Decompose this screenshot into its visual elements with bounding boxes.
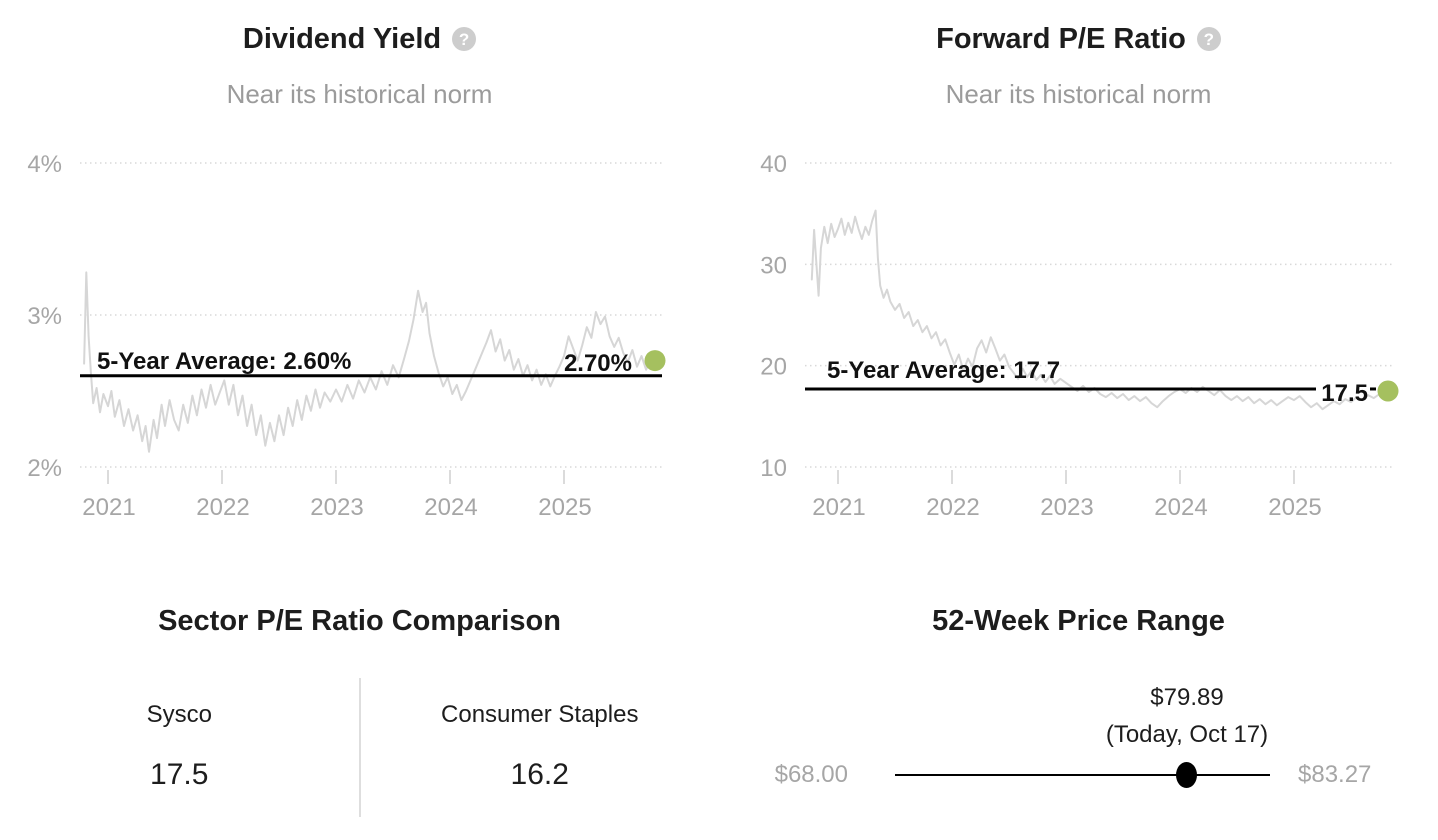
- x-axis-tick-label: 2021: [812, 494, 865, 521]
- average-label: 5-Year Average: 17.7: [827, 357, 1060, 384]
- dividend-yield-title-row: Dividend Yield ?: [0, 22, 719, 56]
- company-pe-value: 17.5: [150, 758, 209, 791]
- sector-comparison-panel: Sector P/E Ratio Comparison Sysco 17.5 C…: [0, 560, 719, 840]
- range-high-label: $83.27: [1298, 761, 1372, 788]
- current-value-dot: [1377, 380, 1399, 402]
- price-range-widget: $79.89 (Today, Oct 17) $68.00 $83.27: [719, 560, 1438, 840]
- current-price-block: $79.89 (Today, Oct 17): [1106, 679, 1268, 753]
- x-axis-tick-label: 2022: [926, 494, 979, 521]
- y-axis-tick-label: 4%: [27, 151, 62, 178]
- sector-pe-value: 16.2: [510, 758, 569, 791]
- series-line: [810, 209, 1389, 411]
- forward-pe-title-row: Forward P/E Ratio ?: [719, 22, 1438, 56]
- chart-subtitle: Near its historical norm: [226, 79, 493, 109]
- sector-table: Sysco 17.5 Consumer Staples 16.2: [0, 678, 719, 818]
- x-axis-tick-label: 2024: [1154, 494, 1207, 521]
- x-axis-tick-label: 2022: [196, 494, 249, 521]
- x-axis-tick-label: 2025: [538, 494, 591, 521]
- x-axis-tick-label: 2021: [82, 494, 135, 521]
- chart-subtitle: Near its historical norm: [945, 79, 1212, 109]
- forward-pe-chart[interactable]: 40 30 20 10 2021 2022 2023 2024 2025 5-Year Avera…: [719, 120, 1438, 540]
- sector-cell-company: Sysco 17.5: [0, 678, 359, 818]
- x-axis-tick-label: 2023: [310, 494, 363, 521]
- sector-name: Consumer Staples: [441, 701, 639, 728]
- y-axis-tick-label: 3%: [27, 303, 62, 330]
- current-value-label: 2.70%: [564, 350, 632, 377]
- dividend-yield-panel: Dividend Yield ? Near its historical nor…: [0, 0, 719, 560]
- forward-pe-panel: Forward P/E Ratio ? Near its historical …: [719, 0, 1438, 560]
- y-axis-tick-label: 20: [760, 354, 787, 381]
- range-low-label: $68.00: [774, 761, 848, 788]
- current-value-label: 17.5: [1321, 380, 1368, 407]
- current-price-label: $79.89: [1150, 684, 1224, 711]
- sector-cell-sector: Consumer Staples 16.2: [361, 678, 720, 818]
- price-range-panel: 52-Week Price Range $79.89 (Today, Oct 1…: [719, 560, 1438, 840]
- y-axis-tick-label: 10: [760, 455, 787, 482]
- y-axis-tick-label: 40: [760, 151, 787, 178]
- average-label: 5-Year Average: 2.60%: [97, 348, 351, 375]
- current-price-note: (Today, Oct 17): [1105, 721, 1269, 748]
- company-name: Sysco: [146, 701, 212, 728]
- help-icon[interactable]: ?: [1196, 27, 1221, 51]
- y-axis-tick-label: 30: [760, 252, 787, 279]
- chart-title: Dividend Yield: [242, 23, 442, 55]
- y-axis-tick-label: 2%: [27, 455, 62, 482]
- chart-title: Forward P/E Ratio: [936, 23, 1186, 55]
- x-axis-tick-label: 2025: [1268, 494, 1321, 521]
- dividend-yield-chart[interactable]: 4% 3% 2% 2021 2022 2023 2024 2025 5-Year Average…: [0, 120, 719, 540]
- section-title: Sector P/E Ratio Comparison: [158, 605, 561, 637]
- x-axis-tick-label: 2023: [1040, 494, 1093, 521]
- vertical-divider: [358, 678, 361, 817]
- series-line: [83, 271, 656, 453]
- current-value-dot: [644, 350, 666, 372]
- x-axis-tick-label: 2024: [424, 494, 477, 521]
- section-title: 52-Week Price Range: [932, 605, 1225, 637]
- range-track: [895, 774, 1270, 776]
- help-icon[interactable]: ?: [452, 27, 477, 51]
- range-dot: [1176, 762, 1198, 788]
